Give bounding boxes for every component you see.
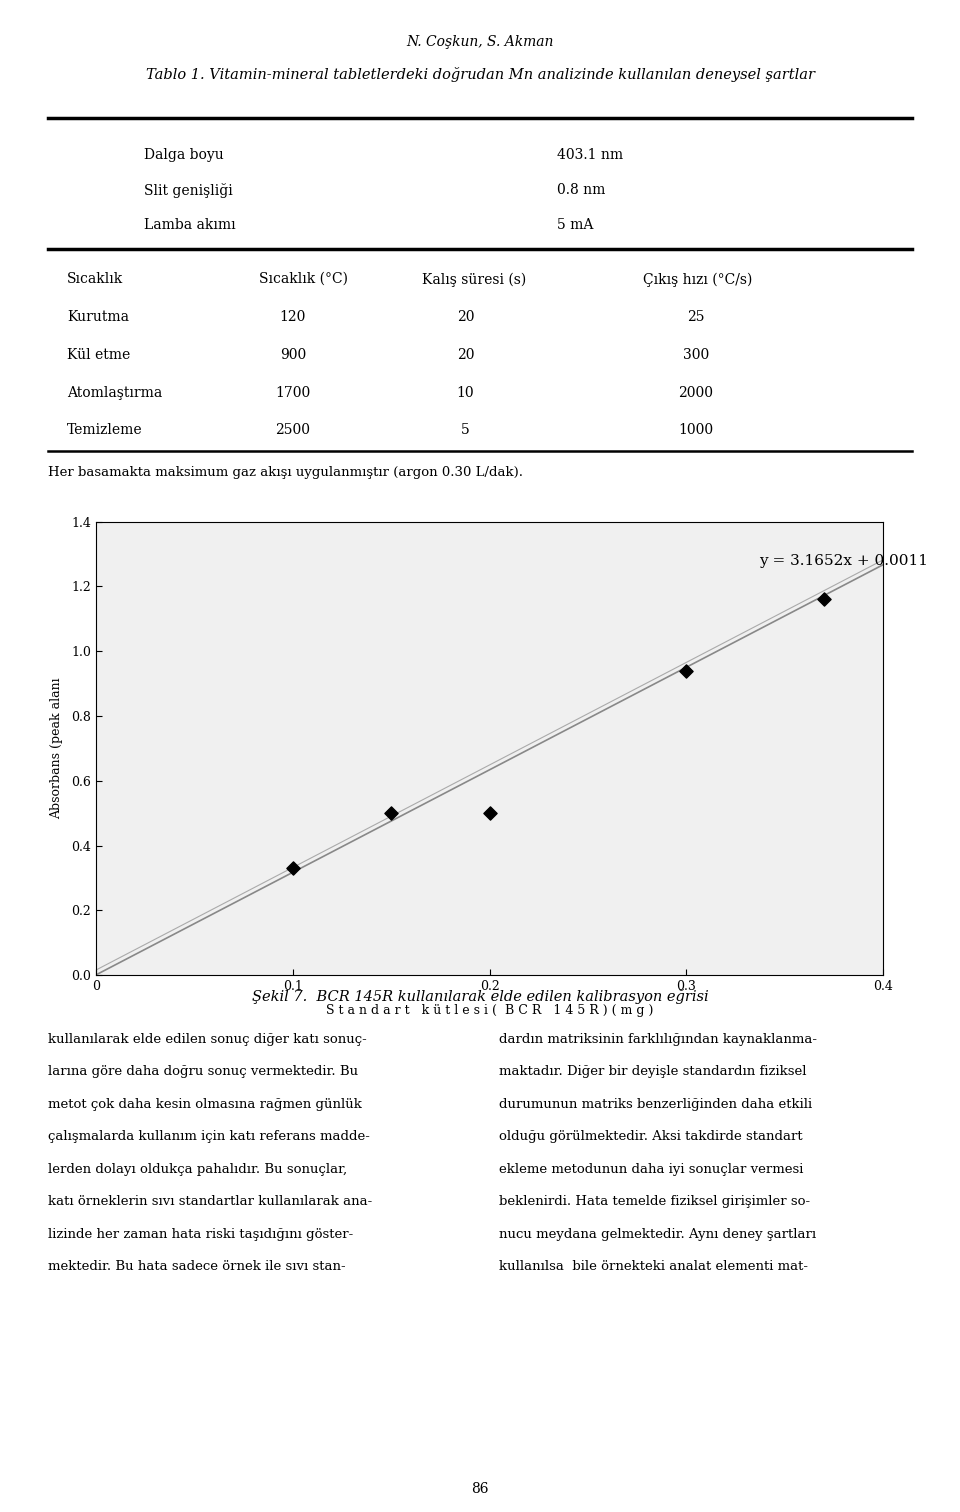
Text: 300: 300 — [683, 348, 709, 361]
Text: Her basamakta maksimum gaz akışı uygulanmıştır (argon 0.30 L/dak).: Her basamakta maksimum gaz akışı uygulan… — [48, 466, 523, 479]
Text: Kurutma: Kurutma — [67, 310, 130, 324]
Text: Şekil 7.  BCR 145R kullanılarak elde edilen kalibrasyon eğrisi: Şekil 7. BCR 145R kullanılarak elde edil… — [252, 989, 708, 1004]
Text: 403.1 nm: 403.1 nm — [557, 148, 623, 162]
Text: Slit genişliği: Slit genişliği — [144, 183, 232, 198]
Text: 5: 5 — [461, 423, 470, 437]
Text: 2000: 2000 — [679, 386, 713, 399]
Text: lizinde her zaman hata riski taşıdığını göster-: lizinde her zaman hata riski taşıdığını … — [48, 1228, 353, 1241]
Y-axis label: Absorbans (peak alanı: Absorbans (peak alanı — [50, 677, 63, 820]
Text: Çıkış hızı (°C/s): Çıkış hızı (°C/s) — [643, 272, 753, 287]
Text: 2500: 2500 — [276, 423, 310, 437]
Text: mektedir. Bu hata sadece örnek ile sıvı stan-: mektedir. Bu hata sadece örnek ile sıvı … — [48, 1261, 346, 1273]
Text: dardın matriksinin farklılığından kaynaklanma-: dardın matriksinin farklılığından kaynak… — [499, 1033, 817, 1046]
Text: larına göre daha doğru sonuç vermektedir. Bu: larına göre daha doğru sonuç vermektedir… — [48, 1064, 358, 1078]
Text: Sıcaklık (°C): Sıcaklık (°C) — [259, 272, 348, 286]
Text: 10: 10 — [457, 386, 474, 399]
Text: Kül etme: Kül etme — [67, 348, 131, 361]
Text: N. Coşkun, S. Akman: N. Coşkun, S. Akman — [406, 35, 554, 48]
Text: 20: 20 — [457, 310, 474, 324]
Text: 5 mA: 5 mA — [557, 218, 593, 231]
Text: 1700: 1700 — [276, 386, 310, 399]
Point — [816, 587, 831, 611]
Point — [383, 801, 398, 826]
Text: metot çok daha kesin olmasına rağmen günlük: metot çok daha kesin olmasına rağmen gün… — [48, 1098, 362, 1111]
Text: y = 3.1652x + 0.0011: y = 3.1652x + 0.0011 — [759, 553, 928, 569]
Text: Kalış süresi (s): Kalış süresi (s) — [422, 272, 527, 287]
Text: lerden dolayı oldukça pahalıdır. Bu sonuçlar,: lerden dolayı oldukça pahalıdır. Bu sonu… — [48, 1163, 348, 1176]
Text: kullanılarak elde edilen sonuç diğer katı sonuç-: kullanılarak elde edilen sonuç diğer kat… — [48, 1033, 367, 1046]
Text: 900: 900 — [279, 348, 306, 361]
Point — [482, 801, 497, 826]
Text: nucu meydana gelmektedir. Aynı deney şartları: nucu meydana gelmektedir. Aynı deney şar… — [499, 1228, 816, 1241]
Text: Atomlaştırma: Atomlaştırma — [67, 386, 162, 399]
X-axis label: S t a n d a r t   k ü t l e s i (  B C R   1 4 5 R ) ( m g ): S t a n d a r t k ü t l e s i ( B C R 1 … — [325, 1004, 654, 1018]
Text: ekleme metodunun daha iyi sonuçlar vermesi: ekleme metodunun daha iyi sonuçlar verme… — [499, 1163, 804, 1176]
Text: beklenirdi. Hata temelde fiziksel girişimler so-: beklenirdi. Hata temelde fiziksel girişi… — [499, 1194, 810, 1208]
Text: durumunun matriks benzerliğinden daha etkili: durumunun matriks benzerliğinden daha et… — [499, 1098, 812, 1111]
Text: Tablo 1. Vitamin-mineral tabletlerdeki doğrudan Mn analizinde kullanılan deneyse: Tablo 1. Vitamin-mineral tabletlerdeki d… — [146, 67, 814, 82]
Text: Temizleme: Temizleme — [67, 423, 143, 437]
Text: 86: 86 — [471, 1482, 489, 1495]
Text: Dalga boyu: Dalga boyu — [144, 148, 224, 162]
Text: maktadır. Diğer bir deyişle standardın fiziksel: maktadır. Diğer bir deyişle standardın f… — [499, 1064, 806, 1078]
Point — [679, 659, 694, 683]
Text: çalışmalarda kullanım için katı referans madde-: çalışmalarda kullanım için katı referans… — [48, 1131, 370, 1143]
Text: kullanılsa  bile örnekteki analat elementi mat-: kullanılsa bile örnekteki analat element… — [499, 1261, 808, 1273]
Text: 20: 20 — [457, 348, 474, 361]
Text: olduğu görülmektedir. Aksi takdirde standart: olduğu görülmektedir. Aksi takdirde stan… — [499, 1131, 803, 1143]
Point — [285, 856, 300, 880]
Text: katı örneklerin sıvı standartlar kullanılarak ana-: katı örneklerin sıvı standartlar kullanı… — [48, 1194, 372, 1208]
Text: Sıcaklık: Sıcaklık — [67, 272, 124, 286]
Text: 25: 25 — [687, 310, 705, 324]
Text: 0.8 nm: 0.8 nm — [557, 183, 605, 197]
Text: 120: 120 — [279, 310, 306, 324]
Text: 1000: 1000 — [679, 423, 713, 437]
Text: Lamba akımı: Lamba akımı — [144, 218, 235, 231]
